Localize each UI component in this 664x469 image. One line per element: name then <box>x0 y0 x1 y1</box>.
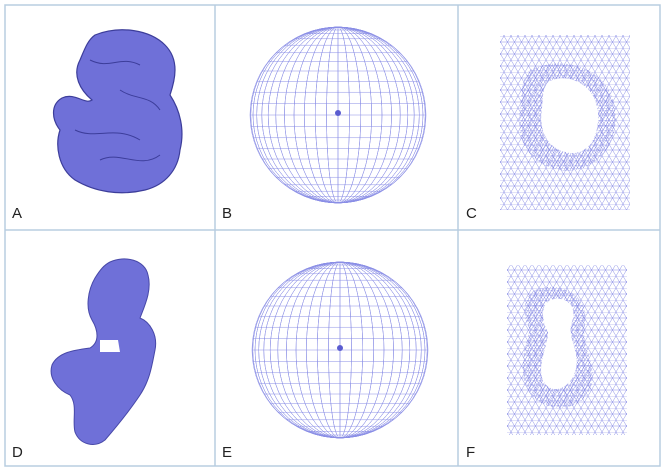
panel-label: D <box>12 444 23 461</box>
sphere-mesh <box>250 27 426 203</box>
molecule-cavity <box>541 299 577 389</box>
mesh-line <box>335 110 341 116</box>
protein-surface <box>54 30 182 193</box>
panel-label: A <box>12 205 22 222</box>
cleft <box>100 340 120 352</box>
sphere-mesh <box>252 262 428 438</box>
panel-label: F <box>466 444 475 461</box>
panel-label: B <box>222 205 232 222</box>
figure: A B C D E F <box>0 0 664 469</box>
panel-label: C <box>466 205 477 222</box>
panel-label: E <box>222 444 232 461</box>
mesh-line <box>337 345 343 351</box>
